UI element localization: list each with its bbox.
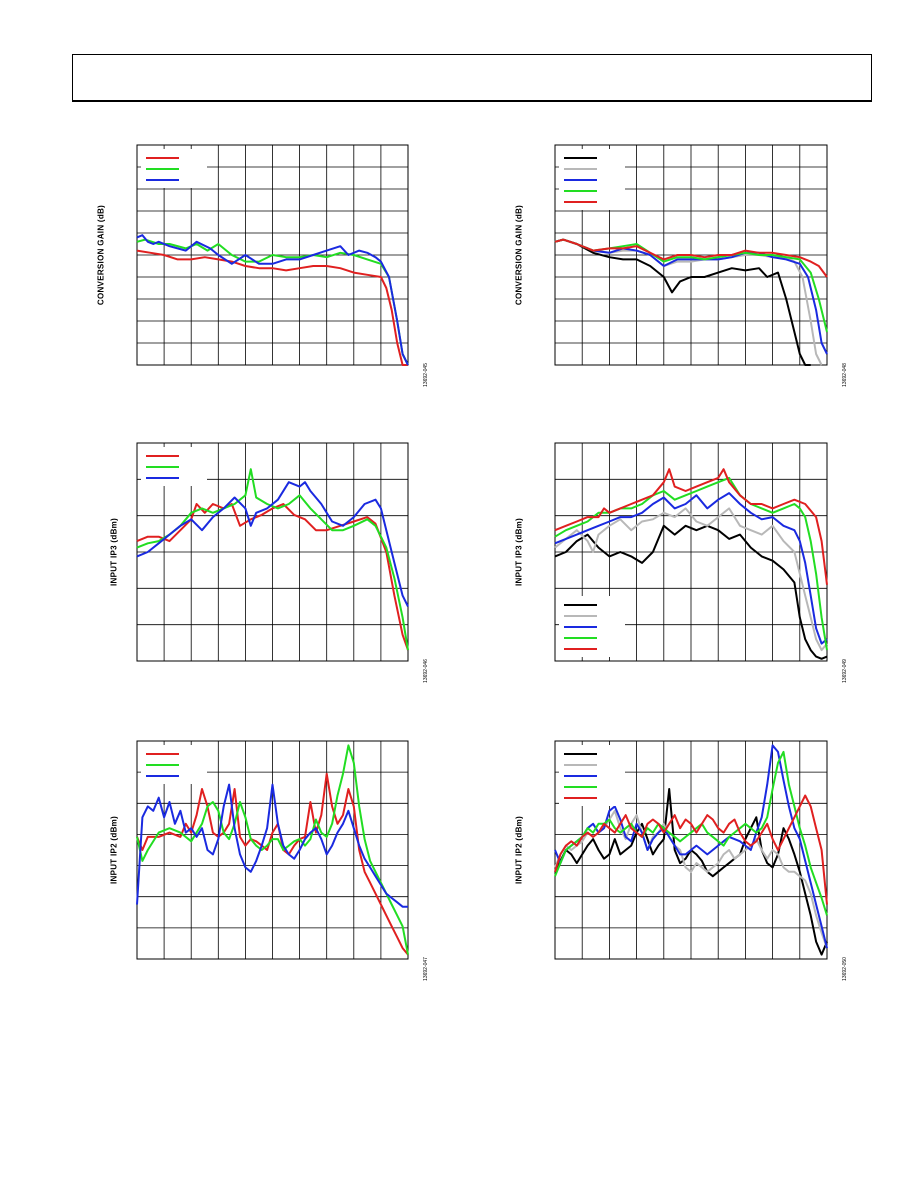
series-line-2: [136, 468, 409, 651]
legend: [141, 447, 207, 486]
chart-plot-ip2-b: [554, 740, 828, 960]
legend: [559, 745, 625, 806]
y-axis-label: CONVERSION GAIN (dB): [514, 204, 524, 306]
series-line-1: [554, 238, 811, 366]
y-axis-label: INPUT IP2 (dBm): [109, 815, 119, 885]
y-axis-label: INPUT IP3 (dBm): [514, 517, 524, 587]
chart-plot-ip3-a: [136, 442, 409, 662]
plot-frame: [136, 144, 409, 366]
plot-frame: [136, 740, 409, 960]
plot-frame: [554, 144, 828, 366]
chart-plot-gain-b: [554, 144, 828, 366]
series-line-4: [554, 476, 828, 651]
legend: [559, 596, 625, 657]
series-line-2: [554, 507, 828, 652]
chart-plot-gain-a: [136, 144, 409, 366]
figure-code: 13692-045: [423, 363, 429, 387]
series-line-3: [136, 481, 409, 607]
grid-lines: [555, 145, 827, 365]
legend: [141, 745, 207, 784]
series-line-5: [554, 468, 828, 585]
series-line-3: [554, 492, 828, 645]
figure-code: 13692-048: [842, 363, 848, 387]
series-line-1: [136, 503, 409, 651]
series-line-5: [554, 238, 828, 278]
grid-lines: [137, 443, 408, 661]
chart-plot-ip2-a: [136, 740, 409, 960]
series-line-3: [136, 783, 408, 908]
figure-code: 13692-050: [842, 957, 848, 981]
page-header-box: [72, 54, 872, 102]
chart-plot-ip3-b: [554, 442, 828, 662]
series-line-5: [554, 794, 828, 905]
series-line-3: [136, 234, 409, 366]
figure-code: 13692-049: [842, 659, 848, 683]
figure-code: 13692-046: [423, 659, 429, 683]
legend: [141, 149, 207, 188]
y-axis-label: CONVERSION GAIN (dB): [96, 204, 106, 306]
plot-frame: [554, 442, 828, 662]
legend: [559, 149, 625, 210]
y-axis-label: INPUT IP3 (dBm): [109, 517, 119, 587]
series-line-1: [136, 249, 408, 366]
figure-code: 13692-047: [423, 957, 429, 981]
y-axis-label: INPUT IP2 (dBm): [514, 815, 524, 885]
series-line-4: [554, 750, 828, 916]
plot-frame: [136, 442, 409, 662]
series-line-2: [136, 744, 409, 955]
